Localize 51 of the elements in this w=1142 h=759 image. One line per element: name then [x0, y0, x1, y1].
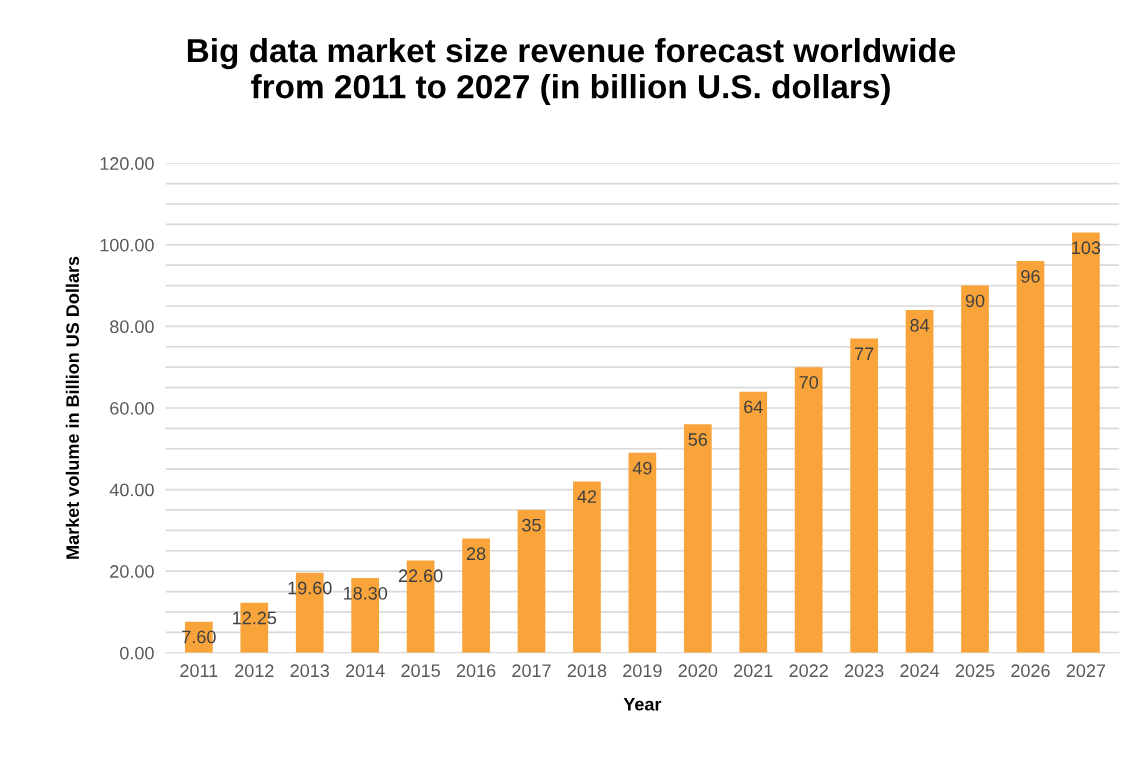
data-label: 35	[522, 518, 541, 532]
x-tick-label: 2018	[567, 664, 607, 678]
x-tick-label: 2027	[1066, 664, 1106, 678]
x-axis-title: Year	[623, 698, 662, 711]
y-tick-label: 20.00	[110, 565, 154, 578]
x-tick-label: 2016	[456, 664, 496, 678]
x-tick-label: 2020	[678, 664, 718, 678]
data-label: 77	[855, 347, 874, 361]
data-label: 42	[577, 490, 597, 503]
data-label: 103	[1072, 241, 1101, 255]
x-tick-label: 2012	[235, 664, 274, 678]
data-label: 49	[632, 461, 652, 475]
x-tick-label: 2022	[789, 664, 828, 678]
data-label: 64	[744, 400, 763, 414]
x-tick-label: 2019	[623, 664, 662, 678]
bar	[850, 338, 878, 653]
chart-title: Big data market size revenue forecast worldwide from 2011 to 2027 (in billion U.S. dollars)	[187, 37, 956, 106]
x-tick-label: 2024	[900, 664, 940, 678]
y-tick-label: 60.00	[110, 401, 154, 415]
bar	[683, 424, 712, 653]
bar	[961, 285, 989, 653]
y-tick-label: 0.00	[120, 646, 154, 660]
bar	[794, 367, 823, 653]
y-tick-label: 120.00	[100, 157, 154, 170]
bar	[905, 310, 934, 653]
bar	[517, 509, 546, 653]
x-tick-label: 2021	[734, 664, 773, 678]
data-label: 70	[799, 375, 819, 389]
x-tick-label: 2015	[401, 664, 440, 678]
bar	[462, 538, 490, 653]
data-label: 28	[466, 547, 486, 561]
x-tick-label: 2014	[346, 664, 385, 678]
bar	[573, 481, 601, 653]
x-tick-label: 2017	[512, 664, 551, 678]
y-tick-label: 80.00	[110, 320, 154, 334]
x-tick-label: 2011	[180, 664, 218, 678]
y-tick-label: 100.00	[100, 238, 154, 252]
x-tick-label: 2023	[844, 664, 884, 678]
bar	[1072, 232, 1100, 653]
bar	[628, 452, 657, 653]
x-tick-label: 2025	[955, 664, 995, 678]
data-label: 56	[688, 433, 708, 446]
bar	[1016, 261, 1045, 653]
x-tick-label: 2013	[290, 664, 330, 678]
data-label: 84	[910, 318, 930, 332]
x-tick-label: 2026	[1011, 664, 1050, 678]
y-tick-label: 40.00	[109, 483, 154, 497]
bar	[739, 391, 768, 653]
data-label: 96	[1021, 269, 1040, 283]
y-axis-title: Market volume in Billion US Dollars	[65, 256, 80, 559]
data-label: 90	[965, 294, 985, 308]
